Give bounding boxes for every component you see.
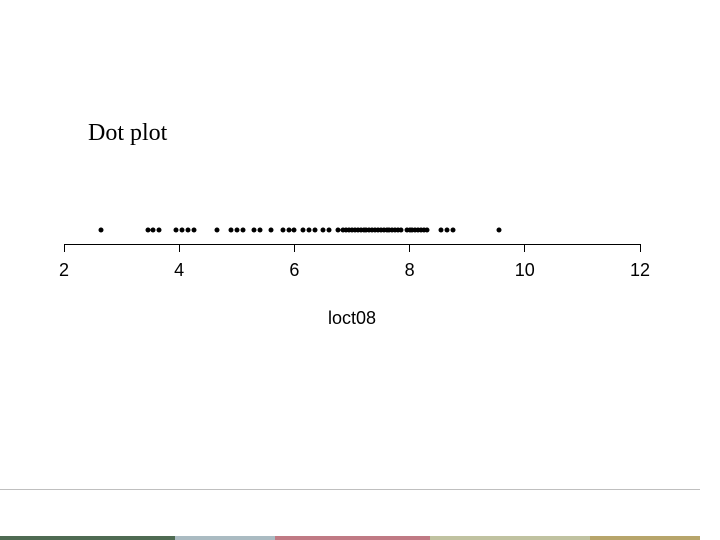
footer-stripe [275,536,430,540]
data-dot [252,228,257,233]
x-tick [524,244,525,252]
x-axis-label: loct08 [328,308,376,329]
data-dot [145,228,150,233]
data-dot [398,228,403,233]
x-axis-line [64,244,640,245]
data-dot [445,228,450,233]
data-dot [180,228,185,233]
x-tick [294,244,295,252]
data-dot [321,228,326,233]
data-dot [286,228,291,233]
x-tick-label: 4 [174,260,184,281]
data-dot [157,228,162,233]
data-dot [234,228,239,233]
data-dot [326,228,331,233]
x-tick [64,244,65,252]
x-tick-label: 10 [515,260,535,281]
data-dot [99,228,104,233]
data-dot [496,228,501,233]
data-dot [424,228,429,233]
x-tick-label: 8 [405,260,415,281]
data-dot [269,228,274,233]
data-dot [301,228,306,233]
footer-divider-line [0,489,700,490]
data-dot [257,228,262,233]
data-dot [229,228,234,233]
data-dot [214,228,219,233]
x-tick [409,244,410,252]
data-dot [240,228,245,233]
data-dot [151,228,156,233]
x-tick-label: 6 [289,260,299,281]
x-tick-label: 12 [630,260,650,281]
data-dot [306,228,311,233]
data-dot [450,228,455,233]
x-tick [640,244,641,252]
data-dot [280,228,285,233]
data-dot [191,228,196,233]
x-tick [179,244,180,252]
data-dot [292,228,297,233]
data-dot [174,228,179,233]
chart-title: Dot plot [88,120,167,147]
data-dot [312,228,317,233]
footer-stripe [430,536,590,540]
footer-stripe [175,536,275,540]
data-dot [439,228,444,233]
footer-stripe [0,536,175,540]
data-dot [335,228,340,233]
x-tick-label: 2 [59,260,69,281]
footer-stripe [590,536,700,540]
data-dot [185,228,190,233]
